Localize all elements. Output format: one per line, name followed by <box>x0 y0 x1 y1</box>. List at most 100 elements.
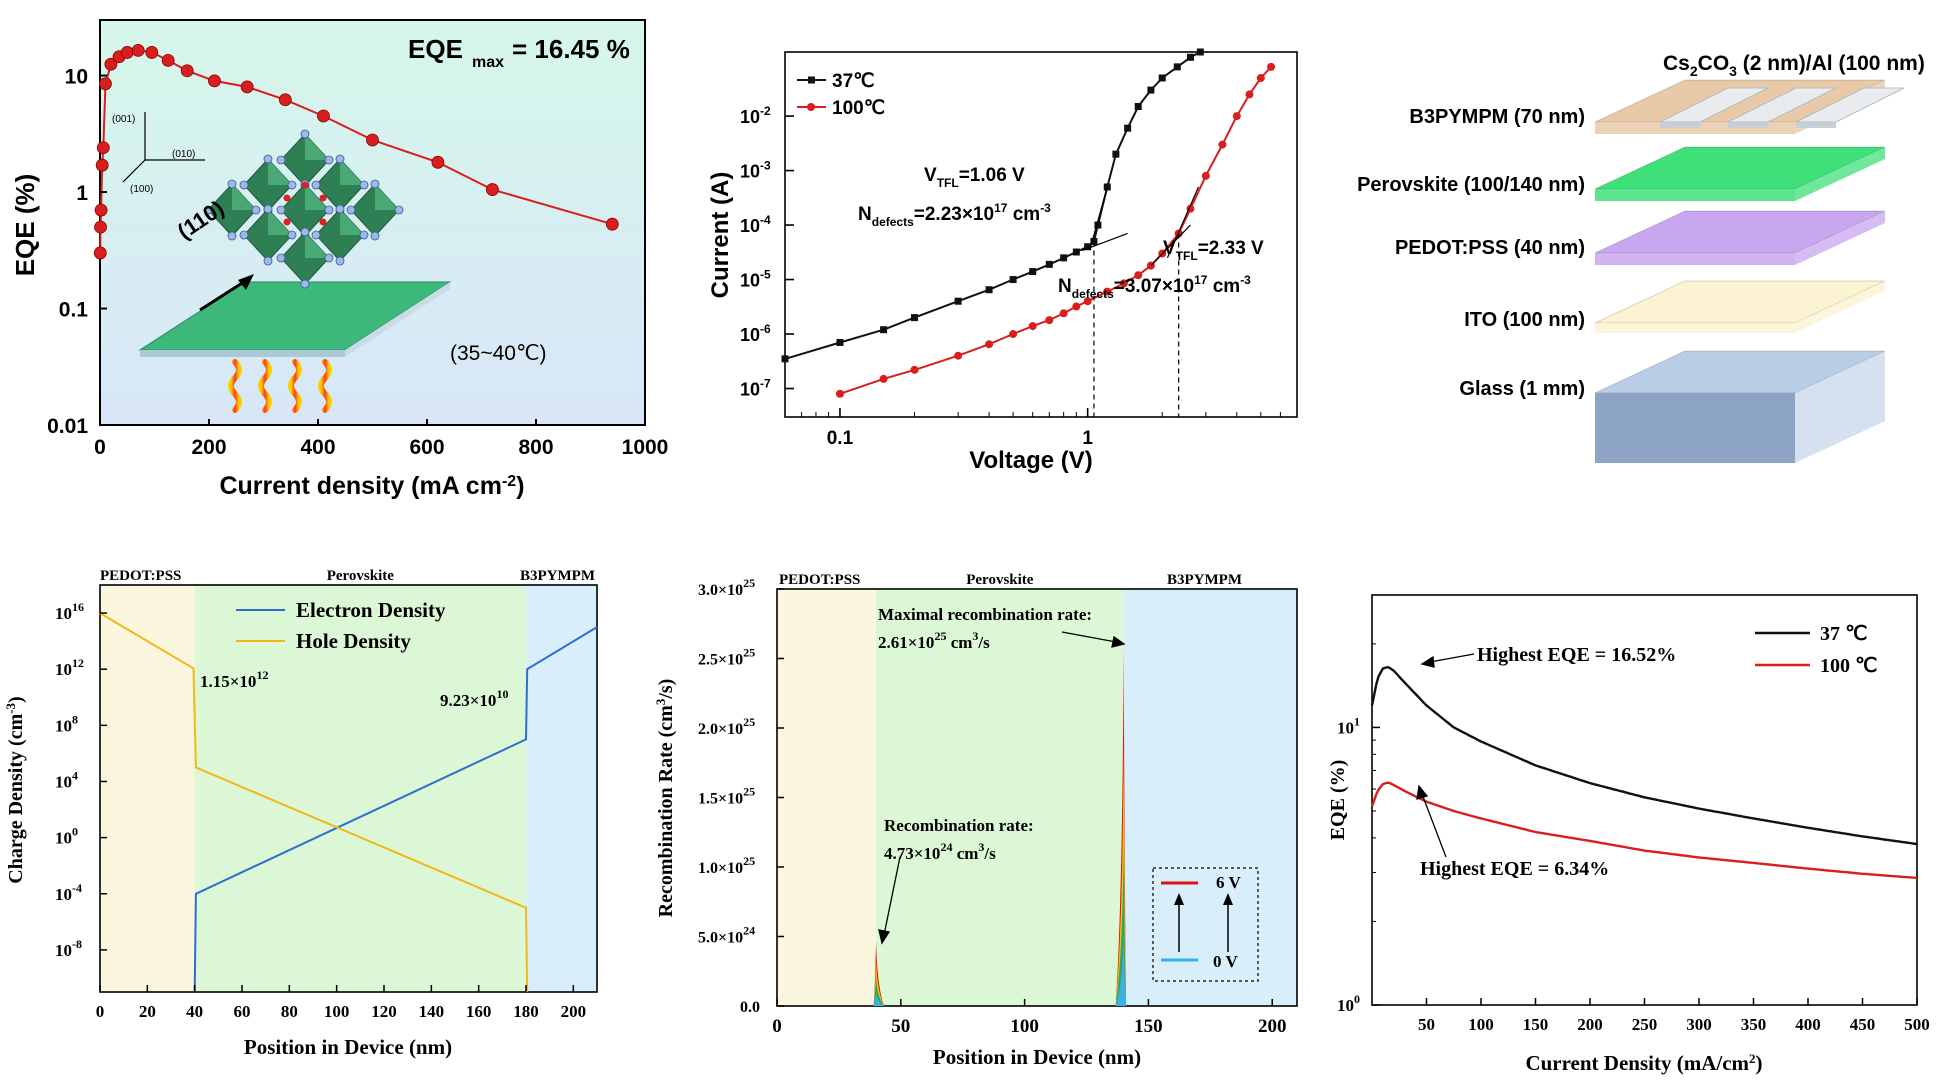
region-pedot <box>100 585 195 992</box>
data-point <box>1028 322 1037 331</box>
region-perovskite <box>194 585 526 992</box>
layer-label-pedot: PEDOT:PSS <box>100 568 181 584</box>
data-point <box>104 57 118 71</box>
hole-annotation: 1.15×1012 <box>200 668 268 691</box>
legend-label: 100℃ <box>832 98 885 119</box>
halide-atom <box>300 129 310 139</box>
halide-atom <box>263 154 273 164</box>
x-tick-label: 400 <box>1795 1015 1821 1034</box>
legend: 37℃ 100℃ <box>797 71 885 119</box>
layer-side <box>1795 147 1885 201</box>
data-point <box>1158 74 1166 82</box>
x-tick-label: 50 <box>891 1016 910 1037</box>
x-tick-label: 0.1 <box>827 428 854 449</box>
cation-atom <box>319 194 327 202</box>
annotation-37: Highest EQE = 16.52% <box>1477 644 1676 666</box>
arrows <box>1416 653 1475 858</box>
tangent-100-low <box>1150 224 1191 267</box>
x-tick-label: 100 <box>1010 1016 1039 1037</box>
layer-label: Perovskite (100/140 nm) <box>1357 174 1585 196</box>
data-point <box>1009 276 1017 284</box>
y-tick-label: 5.0×1024 <box>698 924 755 947</box>
series-line-1 <box>839 66 1272 395</box>
octahedron-face <box>268 209 292 235</box>
data-point <box>131 43 145 57</box>
x-tick-label: 100 <box>1468 1015 1494 1034</box>
data-point <box>835 389 844 398</box>
layer-label: B3PYMPM (70 nm) <box>1409 106 1585 128</box>
y-axis-title: EQE (%) <box>1327 760 1349 841</box>
halide-atom <box>239 230 249 240</box>
data-point <box>1147 86 1155 94</box>
data-point <box>954 351 963 360</box>
data-point <box>954 297 962 305</box>
layer-label: ITO (100 nm) <box>1464 309 1585 331</box>
data-point <box>145 46 159 59</box>
annotations: 1.15×1012 9.23×1010 <box>200 668 508 710</box>
halide-atom <box>370 179 380 189</box>
data-point <box>879 374 888 383</box>
tangent-37-low <box>1081 232 1128 252</box>
svg-text:max: max <box>472 54 504 71</box>
data-point <box>1119 279 1128 288</box>
data-point <box>431 155 445 169</box>
axis-100-label: (100) <box>130 184 153 195</box>
x-tick-label: 160 <box>466 1002 492 1021</box>
y-tick-label: 2.5×1025 <box>698 646 755 669</box>
layer-front <box>1595 189 1795 201</box>
tangent-37-high <box>1089 186 1108 251</box>
y-tick-label: 100 <box>1337 992 1360 1015</box>
y-tick-label: 108 <box>55 712 78 735</box>
x-tick-label: 200 <box>1577 1015 1603 1034</box>
recombination-line2: 4.73×1024 cm3/s <box>884 840 996 863</box>
axis-010-label: (010) <box>172 149 195 160</box>
layer-label-perovskite: Perovskite <box>327 568 395 584</box>
x-tick-label: 600 <box>409 436 444 459</box>
x-tick-label: 60 <box>234 1002 251 1021</box>
data-point <box>781 355 789 363</box>
legend: Electron Density Hole Density <box>236 598 446 653</box>
y-tick-label: 10-7 <box>740 377 771 400</box>
data-point <box>1124 124 1132 132</box>
data-point <box>94 203 108 217</box>
y-tick-label: 10-3 <box>740 159 771 182</box>
x-tick-label: 120 <box>371 1002 397 1021</box>
data-point <box>1232 112 1241 121</box>
layer-label-pedot: PEDOT:PSS <box>779 572 860 588</box>
data-point <box>240 80 254 94</box>
halide-atom <box>227 179 237 189</box>
y-axis-title: EQE (%) <box>10 174 40 277</box>
data-point <box>1201 171 1210 180</box>
layer-label-perovskite: Perovskite <box>966 572 1034 588</box>
x-tick-label: 1000 <box>622 436 669 459</box>
annotation-100: Highest EQE = 6.34% <box>1420 858 1609 880</box>
legend-label: 37℃ <box>832 71 874 92</box>
x-tick-label: 800 <box>518 436 553 459</box>
panel-f-simulated-eqe: 50 100 150 200 250 300 350 400 450 500 100 101 EQE … <box>1327 594 1930 1075</box>
y-tick-label: 0.0 <box>740 999 760 1016</box>
x-tick-label: 180 <box>513 1002 539 1021</box>
annotations: VTFL=1.06 V Ndefects=2.23×1017 cm-3 VTFL… <box>858 165 1264 301</box>
halide-atom <box>276 205 286 215</box>
y-tick-label: 3.0×1025 <box>698 576 755 599</box>
panel-a-eqe-vs-current-density: (110) (001) (010) (100) (35~40℃) EQE max… <box>10 19 669 500</box>
x-tick-label: 300 <box>1686 1015 1712 1034</box>
x-axis-title: Voltage (V) <box>969 447 1093 474</box>
ndefects-37-label: Ndefects=2.23×1017 cm-3 <box>858 201 1051 229</box>
y-tick-label: 1016 <box>55 600 84 623</box>
data-point <box>1134 271 1143 280</box>
panel-d-charge-density: PEDOT:PSS Perovskite B3PYMPM 0 20 40 60 80 100 1… <box>3 568 598 1059</box>
data-point <box>95 158 109 172</box>
cation-atom <box>283 194 291 202</box>
halide-atom <box>276 253 286 263</box>
y-tick-label: 1012 <box>55 656 84 679</box>
recombination-line1: Recombination rate: <box>884 816 1034 835</box>
halide-atom <box>311 180 321 190</box>
data-point <box>985 286 993 294</box>
panel-e-recombination-rate: PEDOT:PSS Perovskite B3PYMPM 0 50 100 150 200 0… <box>653 572 1298 1069</box>
data-point <box>1045 260 1053 268</box>
y-tick-label: 101 <box>1337 714 1360 737</box>
vtfl-37-label: VTFL=1.06 V <box>924 165 1025 190</box>
data-point <box>485 183 499 196</box>
x-tick-label: 200 <box>191 436 226 459</box>
